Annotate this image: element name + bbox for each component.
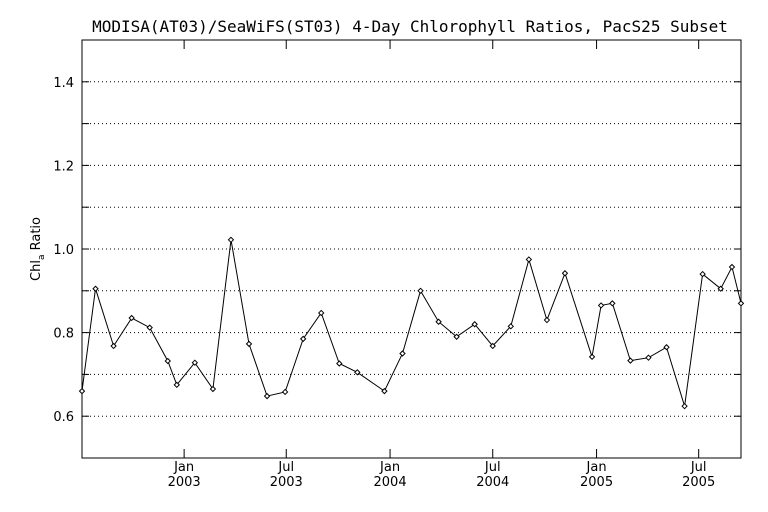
x-tick-month-label: Jan: [379, 460, 400, 475]
data-point: [507, 323, 515, 330]
grid-lines: [82, 81, 741, 417]
x-tick-month-label: Jul: [484, 460, 501, 475]
data-point: [191, 359, 199, 366]
data-point: [128, 314, 135, 322]
data-point: [525, 256, 533, 263]
data-point: [245, 340, 253, 348]
data-point: [417, 287, 424, 295]
x-tick-year-label: 2004: [476, 475, 509, 490]
data-point: [728, 263, 736, 271]
data-point: [336, 360, 343, 367]
y-tick-label: 1.0: [53, 243, 74, 258]
data-point: [435, 318, 442, 325]
data-point: [609, 300, 616, 307]
x-tick-year-label: 2005: [580, 475, 613, 490]
data-point: [561, 270, 569, 277]
data-point: [627, 357, 634, 364]
data-point: [146, 324, 153, 331]
series-group: [78, 236, 745, 410]
data-point: [717, 285, 724, 292]
data-point: [663, 344, 670, 351]
x-tick-year-label: 2003: [168, 475, 201, 490]
data-point: [489, 342, 496, 350]
x-tick-month-label: Jul: [690, 460, 707, 475]
data-point: [92, 285, 99, 292]
y-tick-label: 1.2: [53, 159, 74, 174]
data-point: [471, 321, 478, 328]
data-point: [543, 316, 551, 324]
y-tick-label: 0.6: [53, 410, 74, 425]
x-tick-month-label: Jan: [173, 460, 194, 475]
data-point: [354, 369, 361, 376]
data-point: [699, 270, 706, 278]
data-point: [381, 387, 388, 395]
x-tick-year-label: 2005: [682, 475, 715, 490]
x-tick-year-label: 2003: [270, 475, 303, 490]
data-point: [173, 381, 180, 389]
data-point: [110, 342, 117, 350]
data-point: [78, 387, 86, 395]
data-point: [281, 388, 289, 396]
data-point: [588, 353, 596, 361]
data-point: [737, 300, 745, 307]
y-axis: 0.6 0.8 1.0 1.2 1.4: [53, 76, 74, 425]
data-point: [318, 309, 325, 317]
y-tick-label: 1.4: [53, 76, 74, 91]
data-point: [164, 357, 171, 365]
x-axis: Jan2003Jul2003Jan2004Jul2004Jan2005Jul20…: [168, 40, 715, 490]
x-tick-month-label: Jul: [277, 460, 294, 475]
data-point: [227, 236, 235, 244]
data-point: [263, 392, 271, 400]
plot-frame: [81, 39, 742, 459]
series-line: [81, 239, 742, 407]
data-point: [209, 385, 217, 393]
y-tick-label: 0.8: [53, 327, 74, 342]
data-point: [399, 350, 406, 357]
y-axis-label: Chla Ratio: [29, 217, 47, 281]
x-tick-month-label: Jan: [586, 460, 607, 475]
data-point: [645, 354, 652, 361]
chart-title: MODISA(AT03)/SeaWiFS(ST03) 4-Day Chlorop…: [92, 17, 728, 36]
data-point: [597, 302, 605, 309]
x-tick-year-label: 2004: [374, 475, 407, 490]
data-point: [299, 335, 307, 343]
data-point: [681, 402, 688, 410]
data-point: [453, 333, 460, 340]
